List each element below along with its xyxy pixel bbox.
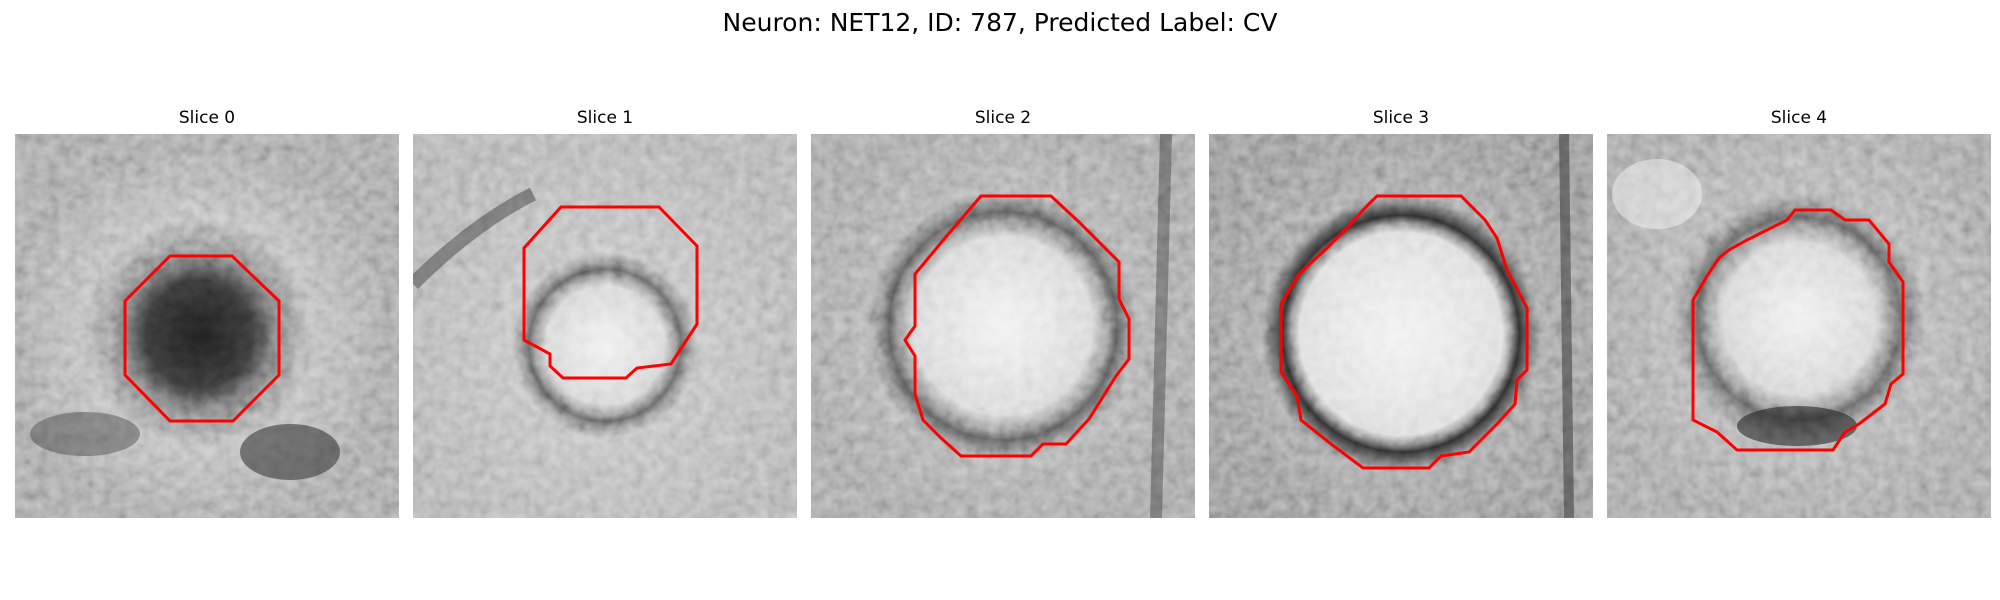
roi-outline-0	[123, 254, 281, 423]
slice-image-4	[1607, 134, 1991, 518]
figure-title: Neuron: NET12, ID: 787, Predicted Label:…	[722, 8, 1278, 37]
slice-title-0: Slice 0	[178, 108, 236, 128]
slice-panel-3: Slice 3	[1209, 106, 1593, 532]
roi-outline-2	[903, 194, 1131, 458]
roi-outline-4	[1691, 208, 1905, 452]
slice-image-3	[1209, 134, 1593, 518]
slice-title-3: Slice 3	[1372, 108, 1430, 128]
roi-outline-1	[522, 205, 699, 380]
slice-title-1: Slice 1	[576, 108, 634, 128]
slice-image-2	[811, 134, 1195, 518]
slice-image-0	[15, 134, 399, 518]
slice-panel-0: Slice 0	[15, 106, 399, 532]
slice-image-1	[413, 134, 797, 518]
slice-title-4: Slice 4	[1770, 108, 1828, 128]
slice-panel-4: Slice 4	[1607, 106, 1991, 532]
slice-panel-2: Slice 2	[811, 106, 1195, 532]
slice-title-2: Slice 2	[974, 108, 1032, 128]
slice-panel-1: Slice 1	[413, 106, 797, 532]
roi-outline-3	[1279, 194, 1529, 470]
